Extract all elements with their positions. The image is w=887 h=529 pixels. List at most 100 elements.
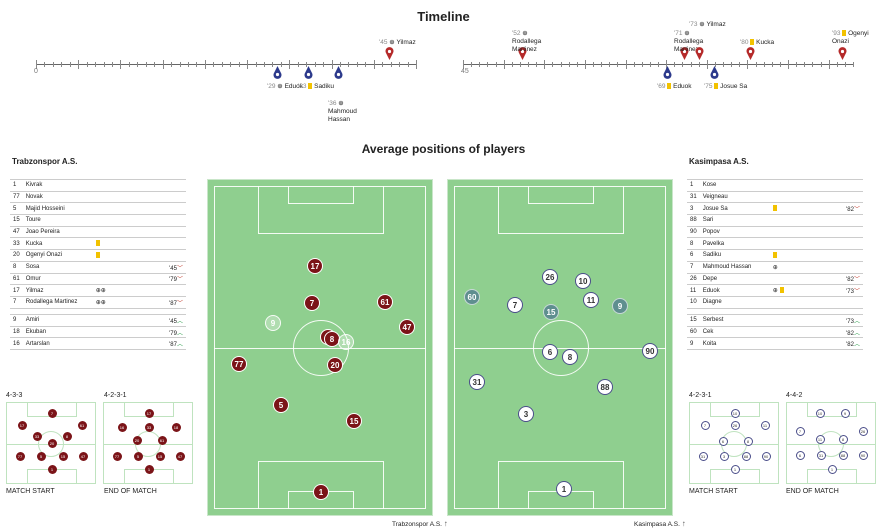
player-position-marker[interactable]: 5 bbox=[273, 397, 289, 413]
formation-player-marker: 47 bbox=[78, 451, 88, 461]
lineup-row[interactable]: 7 Mahmoud Hassan ⊕ bbox=[687, 260, 863, 273]
lineup-row[interactable]: 15 Serbest '73︿ bbox=[687, 314, 863, 327]
formation-player-marker: 20 bbox=[132, 435, 142, 445]
timeline-marker-icon[interactable] bbox=[663, 66, 672, 79]
player-position-marker[interactable]: 11 bbox=[583, 292, 599, 308]
player-events bbox=[769, 337, 839, 351]
timeline-tick bbox=[804, 62, 806, 67]
timeline-tick bbox=[706, 60, 708, 69]
lineup-row[interactable]: 47 Joao Pereira bbox=[10, 225, 186, 238]
formation-player-marker: 3 bbox=[719, 451, 729, 461]
player-position-marker[interactable]: 10 bbox=[575, 273, 591, 289]
lineup-row[interactable]: 1 Kivrak bbox=[10, 179, 186, 192]
player-position-marker[interactable]: 88 bbox=[597, 379, 613, 395]
timeline-marker-icon[interactable] bbox=[273, 66, 282, 79]
player-name: Ogenyi Onazi bbox=[22, 249, 93, 262]
lineup-row[interactable]: 17 Yilmaz ⊕⊕ bbox=[10, 284, 186, 297]
yellow-card-icon bbox=[750, 39, 755, 46]
player-events bbox=[92, 249, 162, 262]
timeline-marker-icon[interactable] bbox=[334, 66, 343, 79]
lineup-row[interactable]: 11 Eduok ⊕ '73﹀ bbox=[687, 284, 863, 297]
lineup-row[interactable]: 9 Koita '82︿ bbox=[687, 337, 863, 351]
lineup-row[interactable]: 77 Novak bbox=[10, 190, 186, 203]
yellow-card-icon bbox=[308, 83, 313, 90]
player-number: 60 bbox=[687, 325, 700, 338]
player-position-marker[interactable]: 7 bbox=[304, 295, 320, 311]
player-events bbox=[92, 214, 162, 227]
timeline-tick bbox=[528, 62, 529, 67]
lineup-row[interactable]: 88 Sari bbox=[687, 214, 863, 227]
timeline-marker-icon[interactable] bbox=[304, 66, 313, 79]
away-formation-end: 4-4-2 bbox=[786, 392, 803, 399]
player-position-marker[interactable]: 9 bbox=[265, 315, 281, 331]
player-position-marker[interactable]: 1 bbox=[556, 481, 572, 497]
timeline-tick bbox=[280, 62, 282, 67]
player-position-marker[interactable]: 1 bbox=[313, 484, 329, 500]
player-position-marker[interactable]: 20 bbox=[327, 357, 343, 373]
formation-player-marker: 9 bbox=[840, 408, 850, 418]
player-position-marker[interactable]: 16 bbox=[338, 334, 354, 350]
player-position-marker[interactable]: 47 bbox=[399, 319, 415, 335]
player-position-marker[interactable]: 17 bbox=[307, 258, 323, 274]
player-position-marker[interactable]: 31 bbox=[469, 374, 485, 390]
timeline-marker-icon[interactable] bbox=[695, 47, 704, 60]
lineup-row[interactable]: 15 Toure bbox=[10, 214, 186, 227]
lineup-row[interactable]: 26 Depe '82﹀ bbox=[687, 272, 863, 285]
player-events: ⊕⊕ bbox=[92, 284, 162, 297]
away-subs-table: 15 Serbest '73︿ 60 Cek '82︿ 9 Koita '82︿ bbox=[687, 314, 863, 351]
player-position-marker[interactable]: 9 bbox=[612, 298, 628, 314]
timeline-marker-icon[interactable] bbox=[746, 47, 755, 60]
lineup-row[interactable]: 9 Amiri '45︿ bbox=[10, 314, 186, 327]
lineup-row[interactable]: 61 Omur '79﹀ bbox=[10, 272, 186, 285]
lineup-row[interactable]: 6 Sadiku bbox=[687, 249, 863, 262]
player-position-marker[interactable]: 8 bbox=[324, 331, 340, 347]
timeline-tick bbox=[69, 62, 71, 67]
lineup-row[interactable]: 8 Sosa '45﹀ bbox=[10, 260, 186, 273]
player-position-marker[interactable]: 8 bbox=[562, 349, 578, 365]
home-formation-start-pitch: 7 17 61 33 8 20 77 5 15 47 1 bbox=[6, 402, 96, 484]
lineup-row[interactable]: 18 Ekuban '79︿ bbox=[10, 325, 186, 338]
lineup-row[interactable]: 31 Veigneau bbox=[687, 190, 863, 203]
lineup-row[interactable]: 3 Josue Sa '82﹀ bbox=[687, 202, 863, 215]
timeline-marker-icon[interactable] bbox=[710, 66, 719, 79]
lineup-row[interactable]: 7 Rodallega Martinez ⊕⊕ '87﹀ bbox=[10, 295, 186, 309]
lineup-row[interactable]: 33 Kucka bbox=[10, 237, 186, 250]
timeline-tick bbox=[154, 62, 156, 67]
lineup-row[interactable]: 16 Artarslan '87︿ bbox=[10, 337, 186, 351]
sub-out-icon: ﹀ bbox=[853, 289, 860, 296]
player-events bbox=[769, 295, 839, 309]
timeline-tick bbox=[641, 62, 643, 67]
player-position-marker[interactable]: 26 bbox=[542, 269, 558, 285]
lineup-row[interactable]: 5 Majid Hosseini bbox=[10, 202, 186, 215]
timeline-tick bbox=[519, 62, 521, 67]
goal-icon: ⊕ bbox=[772, 264, 778, 271]
lineup-row[interactable]: 60 Cek '82︿ bbox=[687, 325, 863, 338]
player-number: 90 bbox=[687, 225, 700, 238]
lineup-row[interactable]: 10 Diagne bbox=[687, 295, 863, 309]
player-name: Joao Pereira bbox=[22, 225, 93, 238]
player-position-marker[interactable]: 3 bbox=[518, 406, 534, 422]
timeline-marker-icon[interactable] bbox=[518, 47, 527, 60]
lineup-row[interactable]: 20 Ogenyi Onazi bbox=[10, 249, 186, 262]
lineup-row[interactable]: 8 Pavelka bbox=[687, 237, 863, 250]
timeline-tick bbox=[536, 62, 538, 67]
timeline-marker-icon[interactable] bbox=[385, 47, 394, 60]
player-position-marker[interactable]: 90 bbox=[642, 343, 658, 359]
player-position-marker[interactable]: 6 bbox=[542, 344, 558, 360]
player-events bbox=[92, 314, 162, 327]
formation-player-marker: 1 bbox=[730, 464, 740, 474]
player-position-marker[interactable]: 60 bbox=[464, 289, 480, 305]
formation-player-marker: 1 bbox=[47, 464, 57, 474]
lineup-row[interactable]: 90 Popov bbox=[687, 225, 863, 238]
timeline-tick bbox=[788, 60, 789, 69]
player-position-marker[interactable]: 15 bbox=[543, 304, 559, 320]
player-position-marker[interactable]: 7 bbox=[507, 297, 523, 313]
player-name: Cek bbox=[699, 325, 770, 338]
lineup-row[interactable]: 1 Kose bbox=[687, 179, 863, 192]
timeline-marker-icon[interactable] bbox=[680, 47, 689, 60]
sub-minute bbox=[839, 295, 863, 309]
timeline-marker-icon[interactable] bbox=[838, 47, 847, 60]
player-position-marker[interactable]: 77 bbox=[231, 356, 247, 372]
player-position-marker[interactable]: 15 bbox=[346, 413, 362, 429]
player-position-marker[interactable]: 61 bbox=[377, 294, 393, 310]
